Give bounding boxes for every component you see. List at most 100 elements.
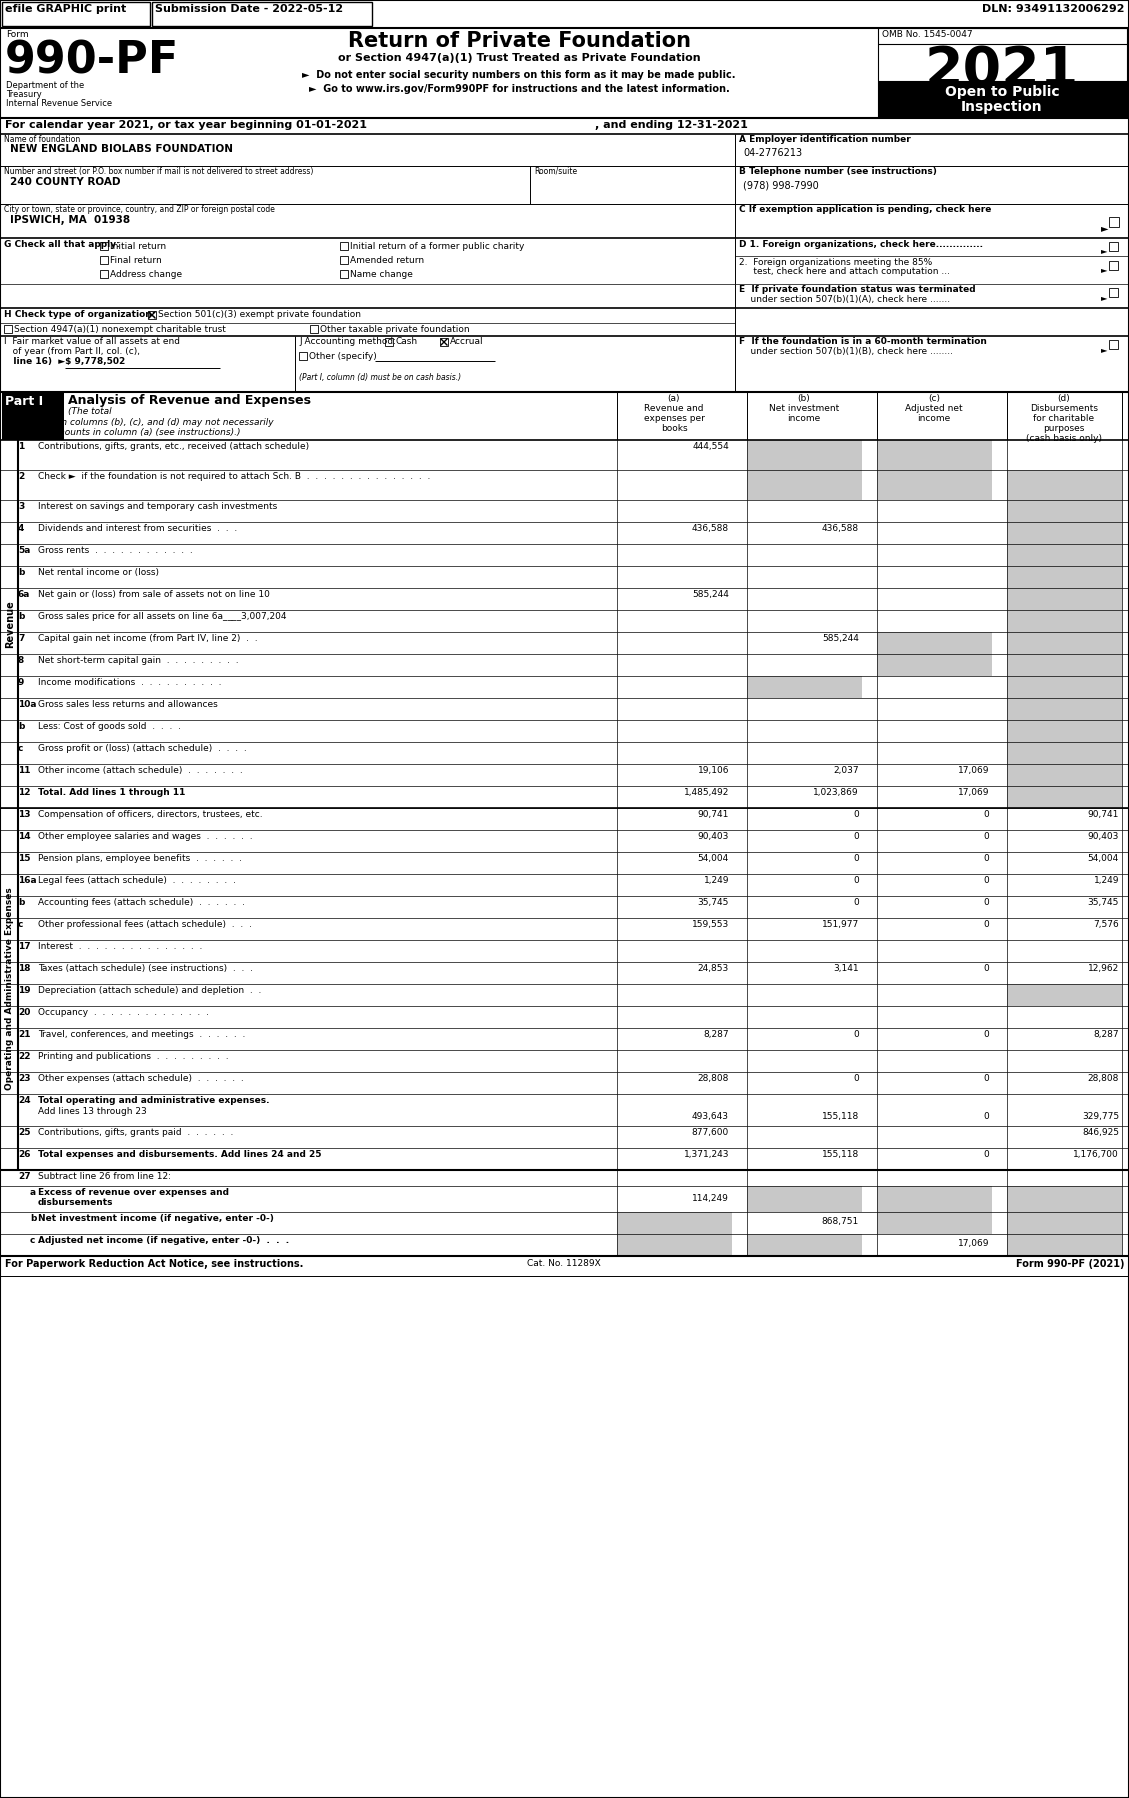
Text: A Employer identification number: A Employer identification number [739,135,911,144]
Text: 15: 15 [18,854,30,863]
Bar [1007,654,1122,676]
Text: 0: 0 [854,811,859,820]
Bar [340,255,348,264]
Bar [1007,566,1122,588]
Text: Net rental income or (loss): Net rental income or (loss) [38,568,159,577]
Text: ►: ► [1101,293,1108,302]
Text: Cash: Cash [395,336,417,345]
Text: Interest  .  .  .  .  .  .  .  .  .  .  .  .  .  .  .: Interest . . . . . . . . . . . . . . . [38,942,202,951]
Text: 151,977: 151,977 [822,921,859,930]
Text: c: c [18,744,24,753]
Text: c: c [18,921,24,930]
Text: 0: 0 [983,964,989,973]
Text: Accrual: Accrual [450,336,483,345]
Text: 10a: 10a [18,699,36,708]
Bar [1007,719,1122,743]
Text: Compensation of officers, directors, trustees, etc.: Compensation of officers, directors, tru… [38,811,263,820]
Text: ►  Go to www.irs.gov/Form990PF for instructions and the latest information.: ► Go to www.irs.gov/Form990PF for instru… [308,85,729,93]
Text: 1,023,869: 1,023,869 [813,788,859,797]
Text: 90,741: 90,741 [1087,811,1119,820]
Text: Total. Add lines 1 through 11: Total. Add lines 1 through 11 [38,788,185,797]
Text: income: income [918,414,951,423]
Text: Treasury: Treasury [6,90,42,99]
Text: 28,808: 28,808 [1087,1073,1119,1082]
Bar [877,654,992,676]
Text: Other (specify): Other (specify) [309,352,377,361]
Bar [440,338,448,345]
Bar [1109,243,1118,252]
Text: 0: 0 [983,832,989,841]
Text: 846,925: 846,925 [1082,1127,1119,1136]
Text: b: b [18,897,25,906]
Text: 28,808: 28,808 [698,1073,729,1082]
Text: Disbursements: Disbursements [1030,405,1099,414]
Text: 8,287: 8,287 [703,1030,729,1039]
Bar [878,81,1127,119]
Text: Submission Date - 2022-05-12: Submission Date - 2022-05-12 [155,4,343,14]
Text: 8,287: 8,287 [1093,1030,1119,1039]
Text: Other taxable private foundation: Other taxable private foundation [320,325,470,334]
Text: J Accounting method:: J Accounting method: [299,336,396,345]
Text: 1,249: 1,249 [703,876,729,885]
Text: 585,244: 585,244 [692,590,729,599]
Text: (978) 998-7990: (978) 998-7990 [743,180,819,191]
Bar [1007,610,1122,633]
Text: 4: 4 [18,523,25,532]
Text: 17,069: 17,069 [957,788,989,797]
Text: NEW ENGLAND BIOLABS FOUNDATION: NEW ENGLAND BIOLABS FOUNDATION [10,144,233,155]
Text: ►: ► [1101,246,1108,255]
Text: 16a: 16a [18,876,36,885]
Text: Depreciation (attach schedule) and depletion  .  .: Depreciation (attach schedule) and deple… [38,985,262,994]
Text: Other professional fees (attach schedule)  .  .  .: Other professional fees (attach schedule… [38,921,252,930]
Bar [0,0,1129,29]
Text: 24,853: 24,853 [698,964,729,973]
Bar [1007,786,1122,807]
Text: Department of the: Department of the [6,81,85,90]
Text: Gross sales less returns and allowances: Gross sales less returns and allowances [38,699,218,708]
Text: Gross rents  .  .  .  .  .  .  .  .  .  .  .  .: Gross rents . . . . . . . . . . . . [38,547,193,556]
Bar [1007,764,1122,786]
Text: expenses per: expenses per [644,414,704,423]
Text: 0: 0 [854,1073,859,1082]
Text: 3: 3 [18,502,24,511]
Text: Adjusted net income (if negative, enter -0-)  .  .  .: Adjusted net income (if negative, enter … [38,1235,289,1244]
Text: Internal Revenue Service: Internal Revenue Service [6,99,112,108]
Text: Other employee salaries and wages  .  .  .  .  .  .: Other employee salaries and wages . . . … [38,832,253,841]
Bar [340,270,348,279]
Text: 585,244: 585,244 [822,635,859,644]
Text: Accounting fees (attach schedule)  .  .  .  .  .  .: Accounting fees (attach schedule) . . . … [38,897,245,906]
Text: Taxes (attach schedule) (see instructions)  .  .  .: Taxes (attach schedule) (see instruction… [38,964,253,973]
Bar [877,633,992,654]
Text: (The total: (The total [68,406,112,415]
Text: 1,371,243: 1,371,243 [683,1151,729,1160]
Text: Section 4947(a)(1) nonexempt charitable trust: Section 4947(a)(1) nonexempt charitable … [14,325,226,334]
Bar [1007,984,1122,1007]
Bar [5,325,12,333]
Text: 0: 0 [983,1073,989,1082]
Text: Inspection: Inspection [961,101,1043,113]
Text: 155,118: 155,118 [822,1111,859,1120]
Text: 436,588: 436,588 [822,523,859,532]
Text: Capital gain net income (from Part IV, line 2)  .  .: Capital gain net income (from Part IV, l… [38,635,257,644]
Text: 0: 0 [983,1151,989,1160]
Bar [618,1233,732,1257]
Text: City or town, state or province, country, and ZIP or foreign postal code: City or town, state or province, country… [5,205,274,214]
Bar [148,311,156,318]
Bar [310,325,318,333]
Text: Occupancy  .  .  .  .  .  .  .  .  .  .  .  .  .  .: Occupancy . . . . . . . . . . . . . . [38,1009,209,1018]
Text: 23: 23 [18,1073,30,1082]
Text: Number and street (or P.O. box number if mail is not delivered to street address: Number and street (or P.O. box number if… [5,167,314,176]
Text: , and ending 12-31-2021: , and ending 12-31-2021 [595,120,747,129]
Text: 0: 0 [983,876,989,885]
Text: a: a [30,1188,36,1197]
Text: 90,403: 90,403 [1087,832,1119,841]
Bar [877,441,992,469]
Bar [152,2,371,25]
Text: 0: 0 [983,897,989,906]
Text: b: b [18,568,25,577]
Text: 24: 24 [18,1097,30,1106]
Text: 1,176,700: 1,176,700 [1074,1151,1119,1160]
Text: 114,249: 114,249 [692,1194,729,1203]
Text: 0: 0 [854,1030,859,1039]
Text: books: books [660,424,688,433]
